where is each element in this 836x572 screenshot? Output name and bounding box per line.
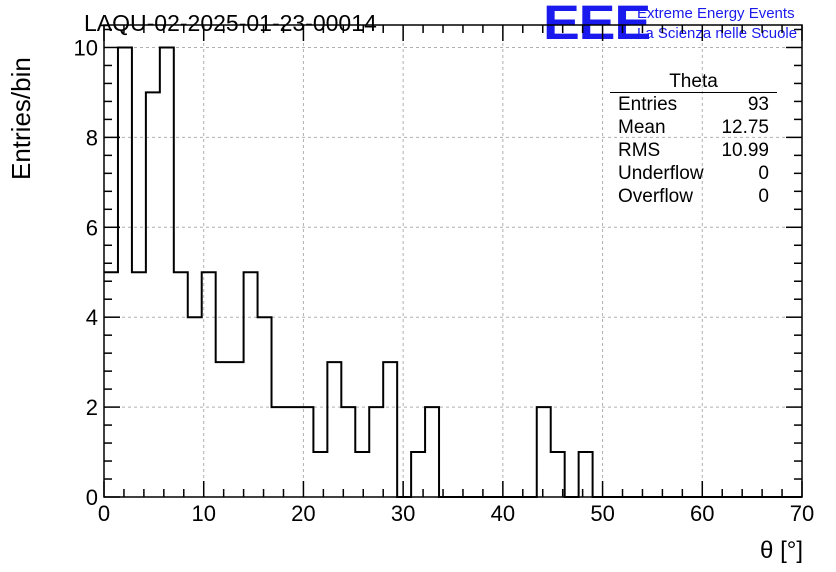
axis-ticks — [103, 25, 803, 498]
plot-frame — [103, 24, 803, 498]
x-tick-label: 70 — [790, 501, 814, 526]
logo-caption: Extreme Energy Events La Scienza nelle S… — [637, 4, 797, 44]
y-tick-label: 8 — [86, 125, 98, 150]
x-tick-label: 50 — [590, 501, 614, 526]
stats-value: 10.99 — [721, 140, 769, 161]
stats-label: Mean — [618, 117, 666, 138]
stats-value: 0 — [758, 163, 769, 184]
stats-label: Underflow — [618, 163, 704, 184]
stats-row-mean: Mean 12.75 — [610, 116, 777, 139]
x-tick-label: 20 — [291, 501, 315, 526]
x-tick-label: 10 — [191, 501, 215, 526]
chart-title: LAQU-02-2025-01-23-00014 — [84, 10, 377, 36]
y-tick-label: 10 — [74, 35, 98, 60]
stats-value: 12.75 — [721, 117, 769, 138]
y-tick-label: 4 — [86, 305, 98, 330]
x-axis-label: θ [°] — [760, 537, 803, 564]
x-tick-label: 30 — [391, 501, 415, 526]
x-tick-label: 60 — [690, 501, 714, 526]
stats-row-underflow: Underflow 0 — [610, 162, 777, 185]
stats-title: Theta — [610, 72, 777, 93]
stats-box: Theta Entries 93 Mean 12.75 RMS 10.99 Un… — [610, 72, 777, 208]
logo-caption-line2: La Scienza nelle Scuole — [637, 25, 798, 42]
y-tick-label: 2 — [86, 395, 98, 420]
y-tick-label: 6 — [86, 215, 98, 240]
y-axis-label: Entries/bin — [6, 57, 36, 180]
x-tick-label: 0 — [98, 501, 110, 526]
stats-label: RMS — [618, 140, 661, 161]
y-tick-label: 0 — [86, 485, 98, 510]
stats-label: Overflow — [618, 186, 693, 207]
stats-row-entries: Entries 93 — [610, 93, 777, 116]
stats-row-overflow: Overflow 0 — [610, 185, 777, 208]
axis-tick-labels: 0 10 20 30 40 50 60 70 0 2 4 6 8 10 — [74, 35, 815, 526]
grid-lines — [104, 25, 802, 497]
stats-label: Entries — [618, 94, 678, 115]
logo-caption-line1: Extreme Energy Events — [637, 5, 795, 22]
stats-value: 0 — [758, 186, 769, 207]
stats-value: 93 — [747, 94, 769, 115]
stats-row-rms: RMS 10.99 — [610, 139, 777, 162]
x-tick-label: 40 — [491, 501, 515, 526]
